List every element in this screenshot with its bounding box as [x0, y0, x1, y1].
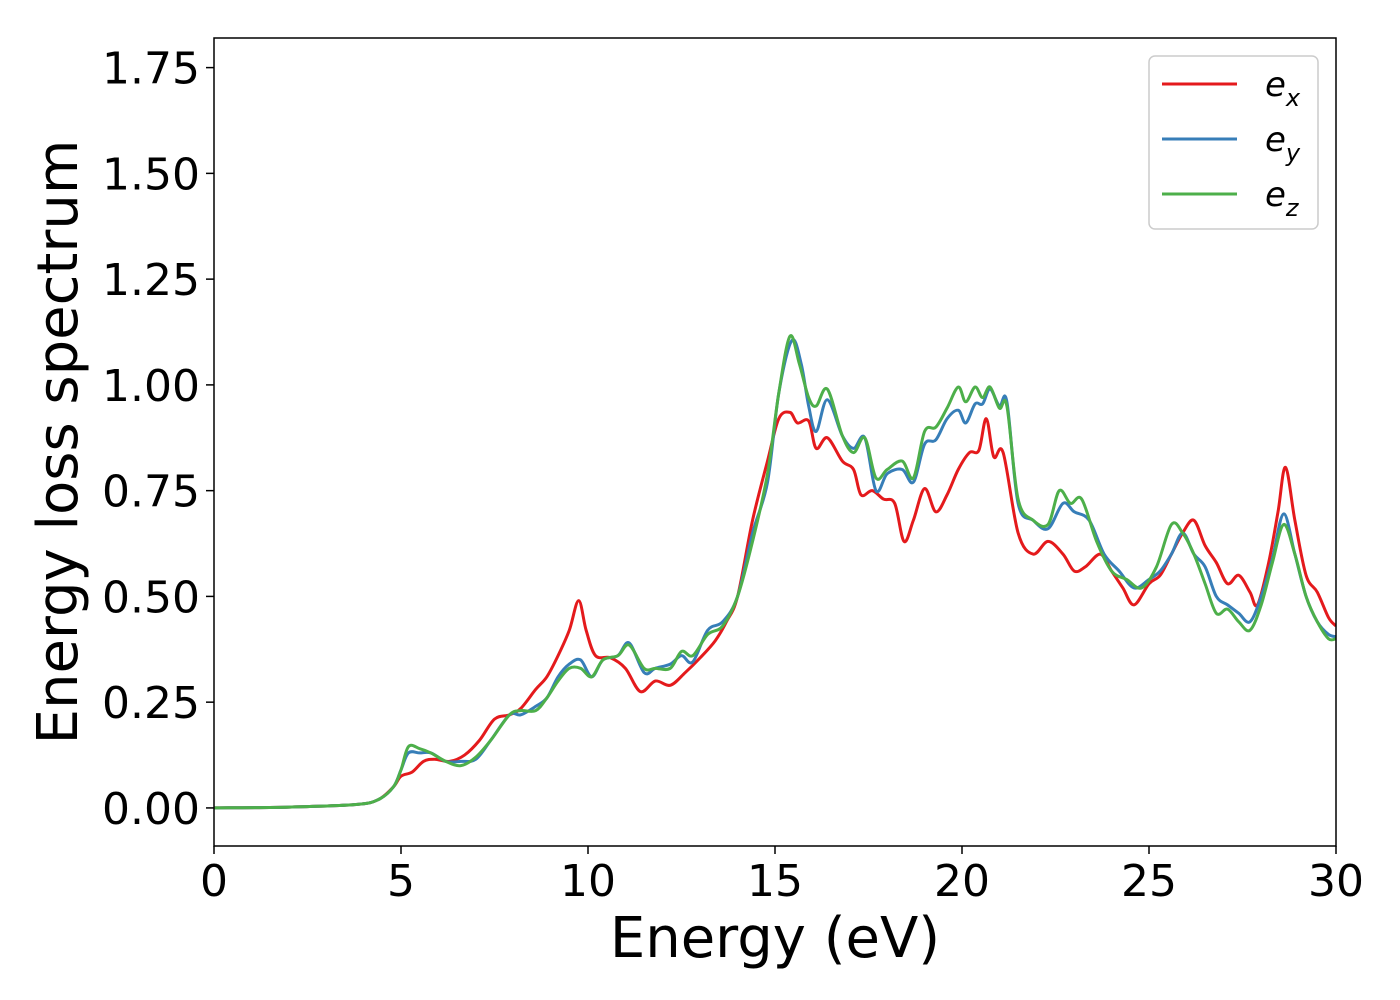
y-tick-label: 0.00 — [102, 784, 200, 835]
y-axis-title: Energy loss spectrum — [26, 140, 91, 745]
x-tick-label: 20 — [934, 856, 990, 907]
y-tick-label: 1.50 — [102, 149, 200, 200]
x-tick-label: 25 — [1121, 856, 1177, 907]
y-tick-label: 1.25 — [102, 255, 200, 306]
x-axis-ticks: 0 5 10 15 20 25 30 — [200, 846, 1364, 907]
series-line-ez — [214, 334, 1336, 810]
series-layer — [214, 334, 1336, 810]
legend-label-subscript: y — [1285, 139, 1301, 167]
x-axis-title: Energy (eV) — [610, 906, 940, 971]
legend-box — [1148, 55, 1319, 230]
legend-label-base: e — [1265, 120, 1286, 160]
y-tick-label: 0.25 — [102, 678, 200, 729]
legend-label-subscript: z — [1285, 194, 1300, 222]
series-line-ex — [214, 410, 1336, 810]
x-tick-label: 30 — [1308, 856, 1364, 907]
x-tick-label: 10 — [560, 856, 616, 907]
x-tick-label: 15 — [747, 856, 803, 907]
legend-label-ez: ez — [1265, 175, 1300, 222]
y-axis-ticks: 0.00 0.25 0.50 0.75 1.00 1.25 1.50 1.75 — [102, 44, 214, 835]
legend-label-ex: ex — [1265, 65, 1301, 112]
x-tick-label: 5 — [387, 856, 415, 907]
y-tick-label: 0.75 — [102, 467, 200, 518]
legend-label-ey: ey — [1265, 120, 1301, 167]
legend-label-base: e — [1265, 65, 1286, 105]
y-tick-label: 1.00 — [102, 361, 200, 412]
legend-label-base: e — [1265, 175, 1286, 215]
y-tick-label: 0.50 — [102, 572, 200, 623]
y-tick-label: 1.75 — [102, 44, 200, 95]
x-tick-label: 0 — [200, 856, 228, 907]
legend-label-subscript: x — [1285, 84, 1301, 112]
